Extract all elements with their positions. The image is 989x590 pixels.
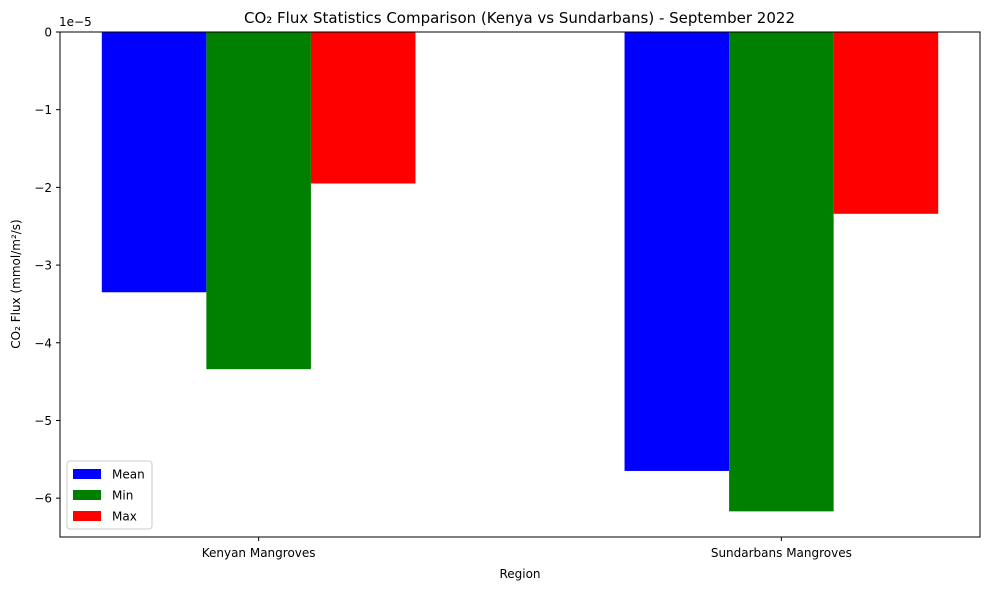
- x-axis-label: Region: [499, 567, 540, 581]
- bar-mean-1: [624, 32, 730, 471]
- legend-swatch-max: [73, 511, 101, 521]
- bar-max-1: [833, 32, 939, 214]
- bars-layer: [101, 32, 939, 512]
- legend: Mean Min Max: [66, 460, 153, 530]
- y-tick-label: −2: [34, 181, 52, 195]
- legend-swatch-min: [73, 490, 101, 500]
- legend-label-max: Max: [112, 510, 137, 524]
- y-tick-label: −6: [34, 492, 52, 506]
- y-tick-label: −4: [34, 336, 52, 350]
- y-tick-label: −5: [34, 414, 52, 428]
- chart-title: CO₂ Flux Statistics Comparison (Kenya vs…: [244, 9, 795, 27]
- legend-swatch-mean: [73, 469, 101, 479]
- y-tick-label: −1: [34, 103, 52, 117]
- y-axis-label: CO₂ Flux (mmol/m²/s): [9, 219, 23, 348]
- y-axis-offset-label: 1e−5: [59, 15, 92, 29]
- y-tick-label: −3: [34, 259, 52, 273]
- legend-label-mean: Mean: [112, 468, 145, 482]
- bar-mean-0: [101, 32, 207, 293]
- x-ticks: Kenyan Mangroves Sundarbans Mangroves: [202, 537, 852, 560]
- x-tick-label: Sundarbans Mangroves: [711, 546, 852, 560]
- bar-min-1: [729, 32, 834, 512]
- bar-max-0: [310, 32, 416, 184]
- y-ticks: 0 −1 −2 −3 −4 −5 −6: [34, 26, 60, 506]
- y-tick-label: 0: [44, 26, 52, 40]
- legend-label-min: Min: [112, 489, 133, 503]
- plot-frame: [59, 31, 981, 538]
- bar-min-0: [206, 32, 311, 370]
- x-tick-label: Kenyan Mangroves: [202, 546, 316, 560]
